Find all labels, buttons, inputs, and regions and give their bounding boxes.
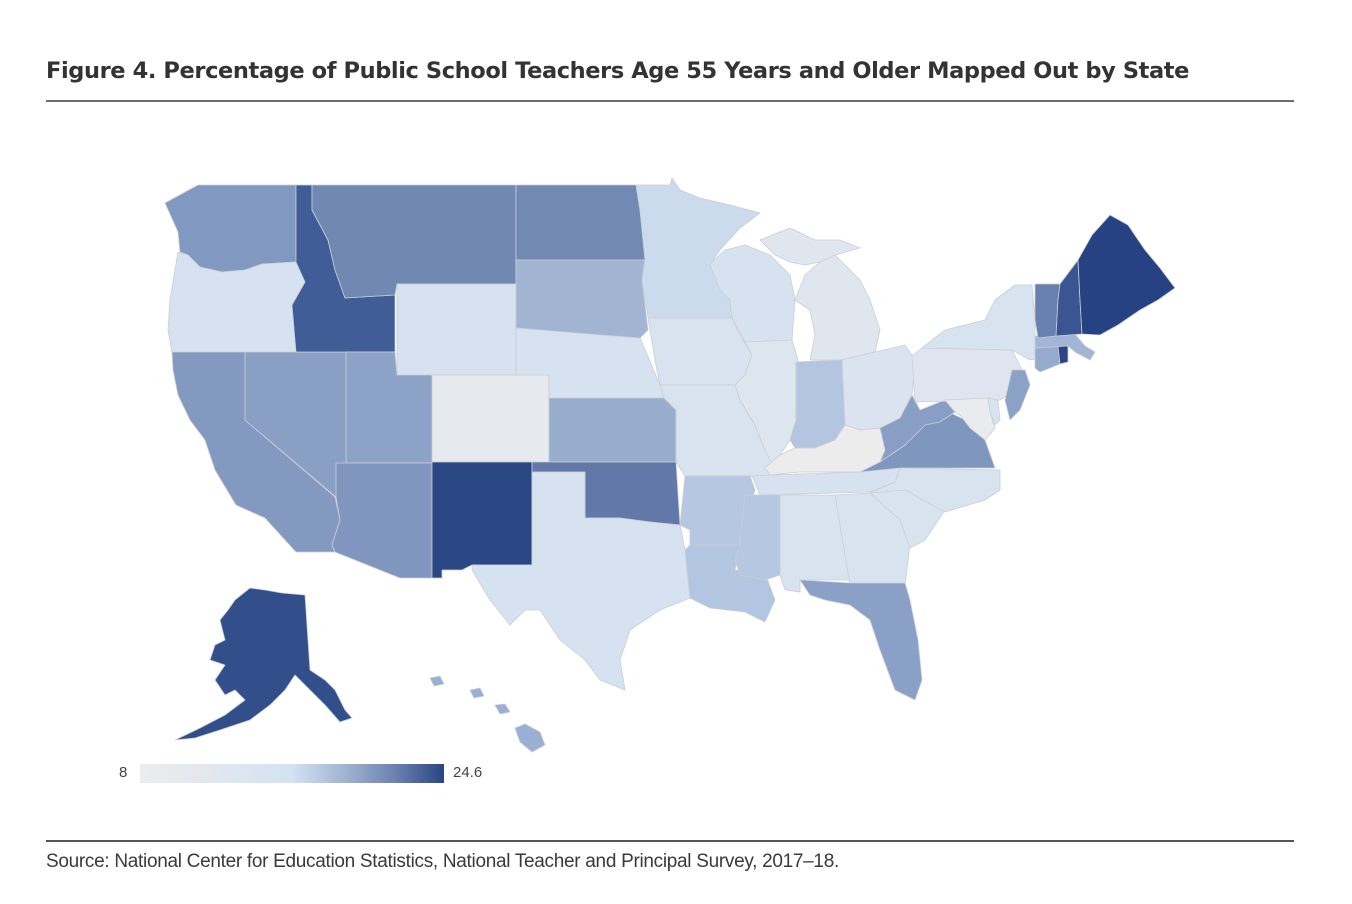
state-wy: WY: 12.5% [396,283,517,376]
legend-max-label: 24.6 [453,764,483,781]
state-ak: AK: 23.5% [174,587,353,741]
state-ct: CT: 17.5% [1034,345,1061,373]
state-me: ME: 24.6% [1077,214,1176,336]
title-divider [46,100,1294,102]
state-ri: RI: 24% [1057,345,1069,365]
state-nc: NC: 12.5% [869,467,1001,513]
state-nj: NJ: 18% [1004,369,1031,421]
state-ky: KY: 8.5% [764,424,896,476]
state-sd: SD: 16.5% [515,259,649,339]
state-ia: IA: 12% [647,317,753,386]
source-note: Source: National Center for Education St… [46,851,839,872]
state-mi: MI: 11% [759,227,881,361]
state-ks: KS: 17% [548,397,677,463]
state-co: CO: 9.5% [431,374,550,463]
state-md: MD: 9% [944,397,996,441]
state-mt: MT: 20% [311,184,517,299]
state-hi: HI: 17% [429,675,546,753]
state-mn: MN: 13.5% [635,177,761,319]
figure-title: Figure 4. Percentage of Public School Te… [46,58,1189,84]
state-wv: WV: 18.5% [879,394,956,463]
state-pa: PA: 11.5% [911,347,1023,403]
state-tx: TX: 12.5% [471,471,691,691]
state-nd: ND: 20% [515,184,646,261]
legend-min-label: 8 [119,764,128,781]
state-ca: CA: 18.5% [171,351,341,553]
source-divider [46,840,1294,842]
state-ma: MA: 16.5% [1034,333,1096,361]
state-ny: NY: 12.5% [921,284,1041,361]
state-fl: FL: 18% [799,579,923,701]
state-in: IN: 15% [789,359,846,449]
state-nh: NH: 22.5% [1055,259,1083,337]
state-nm: NM: 24% [431,461,533,579]
state-az: AZ: 18.5% [331,462,433,579]
legend-color-scale [140,764,444,783]
